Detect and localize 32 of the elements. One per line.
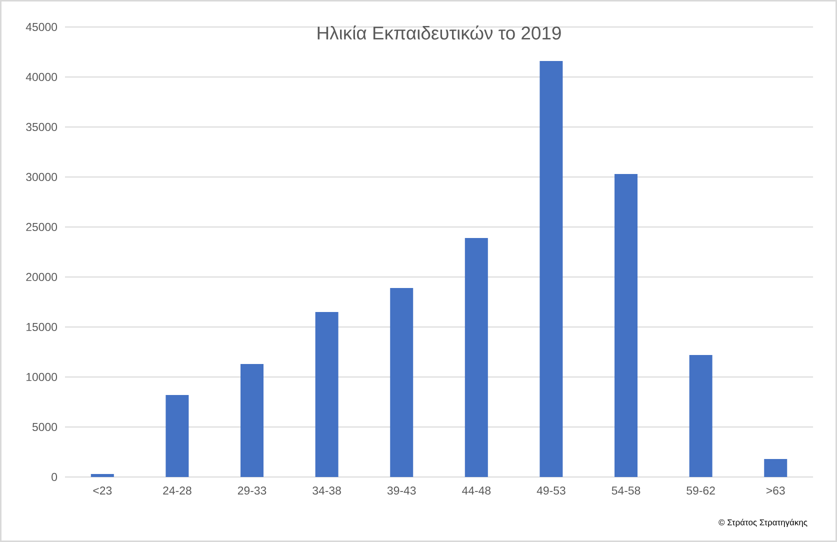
x-tick-label: 29-33 bbox=[238, 486, 266, 495]
x-tick-label: 24-28 bbox=[163, 486, 192, 495]
y-tick-label: 5000 bbox=[32, 422, 58, 432]
chart-title: Ηλικία Εκπαιδευτικών το 2019 bbox=[318, 26, 561, 40]
y-tick-label: 30000 bbox=[26, 172, 58, 182]
bar bbox=[390, 288, 414, 477]
y-tick-label: 25000 bbox=[26, 222, 58, 232]
bar bbox=[166, 394, 189, 477]
x-tick-label: 59-62 bbox=[686, 486, 715, 495]
x-tick-label: >63 bbox=[766, 486, 785, 495]
bar bbox=[464, 238, 488, 477]
x-tick-label: 54-58 bbox=[612, 486, 640, 495]
bar bbox=[764, 458, 788, 477]
x-tick-label: 39-43 bbox=[387, 486, 416, 495]
x-tick-label: 34-38 bbox=[312, 486, 341, 495]
bar bbox=[90, 474, 114, 477]
y-tick-label: 45000 bbox=[26, 22, 58, 32]
x-tick-label: <23 bbox=[93, 486, 112, 495]
x-tick-label: 49-53 bbox=[536, 486, 566, 495]
bar bbox=[540, 60, 563, 477]
bar bbox=[614, 174, 638, 477]
y-tick-label: 40000 bbox=[26, 72, 58, 82]
y-tick-label: 20000 bbox=[26, 272, 58, 282]
y-tick-label: 0 bbox=[52, 472, 58, 482]
bar bbox=[240, 364, 264, 477]
y-tick-label: 10000 bbox=[26, 372, 58, 382]
y-tick-label: 35000 bbox=[26, 122, 58, 132]
x-tick-label: 44-48 bbox=[462, 486, 491, 495]
bar bbox=[689, 354, 712, 477]
y-tick-label: 15000 bbox=[26, 322, 58, 332]
bar bbox=[315, 312, 338, 477]
text: © Στράτος Στρατηγάκης bbox=[718, 518, 808, 528]
